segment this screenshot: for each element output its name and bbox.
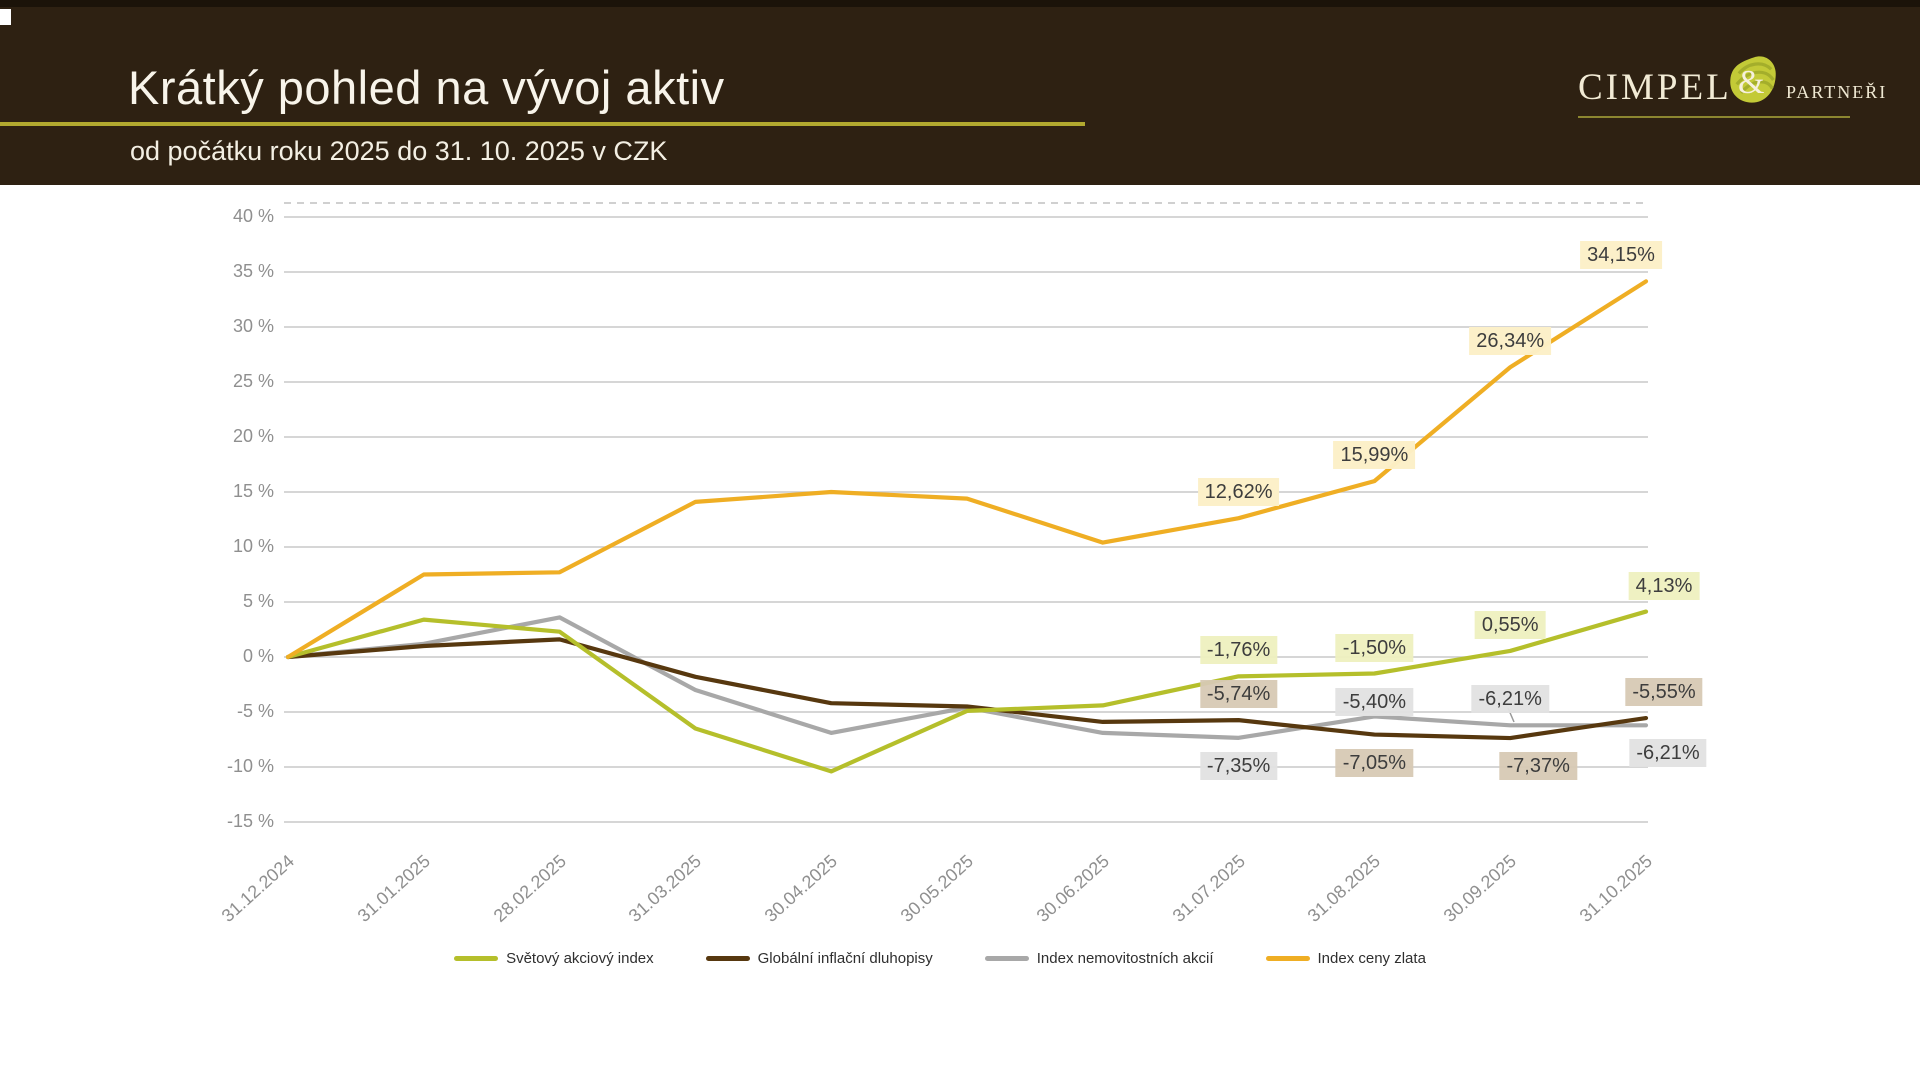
y-axis-tick-label: -15 % — [226, 811, 274, 831]
legend-item-1: Globální inflační dluhopisy — [705, 950, 933, 967]
y-axis-tick-label: 0 % — [242, 646, 274, 666]
data-label: 0,55% — [1474, 610, 1546, 639]
y-axis-tick-label: -10 % — [226, 756, 274, 776]
data-label: -7,37% — [1499, 752, 1577, 781]
y-axis-tick-label: 10 % — [232, 536, 274, 556]
data-label: -7,05% — [1335, 748, 1414, 777]
data-label: 12,62% — [1197, 478, 1280, 507]
logo-text-cimpel: CIMPEL — [1578, 67, 1732, 108]
series-line-0 — [285, 609, 1649, 774]
y-axis-tick-label: 30 % — [232, 316, 274, 336]
y-axis-tick-label: -5 % — [236, 701, 274, 721]
data-label: -1,76% — [1199, 636, 1278, 665]
header-top-edge — [0, 0, 1920, 7]
legend-item-2: Index nemovitostních akcií — [984, 950, 1214, 967]
y-axis-tick-label: 20 % — [232, 426, 274, 446]
logo-text-ampersand: & — [1738, 64, 1765, 101]
logo-leaf-scribble-icon — [1730, 56, 1776, 103]
legend-label: Globální inflační dluhopisy — [757, 950, 933, 967]
y-axis-tick-label: 25 % — [232, 371, 274, 391]
logo-ampersand-wrap: & — [1726, 52, 1782, 108]
y-axis-tick-label: 15 % — [232, 481, 274, 501]
page-subtitle: od počátku roku 2025 do 31. 10. 2025 v C… — [130, 136, 668, 166]
legend-label: Index nemovitostních akcií — [1036, 950, 1214, 967]
y-axis-tick-label: 5 % — [242, 591, 274, 611]
legend-line-swatch — [705, 956, 750, 961]
corner-mark — [0, 9, 11, 25]
data-label: 4,13% — [1628, 571, 1700, 600]
page-title: Krátký pohled na vývoj aktiv — [128, 61, 725, 114]
series-line-2 — [285, 615, 1649, 740]
legend-item-3: Index ceny zlata — [1265, 950, 1426, 967]
y-axis-tick-label: 40 % — [232, 206, 274, 226]
series-line-1 — [285, 637, 1649, 741]
logo-text-partneri: PARTNEŘI — [1786, 82, 1888, 102]
title-underline — [0, 122, 1085, 126]
legend-label: Světový akciový index — [506, 950, 654, 967]
logo-underline — [1578, 116, 1850, 118]
data-label: -5,40% — [1335, 688, 1414, 717]
legend-line-swatch — [984, 956, 1029, 961]
logo-row: CIMPEL & PARTNEŘI — [1578, 56, 1885, 114]
data-label: -6,21% — [1471, 685, 1549, 714]
legend-line-swatch — [454, 956, 499, 961]
legend-line-swatch — [1265, 956, 1310, 961]
data-label: -7,35% — [1199, 751, 1278, 780]
data-label: -1,50% — [1335, 633, 1414, 662]
company-logo: CIMPEL & PARTNEŘI — [1578, 56, 1885, 118]
data-label: -5,55% — [1625, 678, 1703, 707]
legend-item-0: Světový akciový index — [454, 950, 654, 967]
data-label: 26,34% — [1469, 327, 1552, 356]
data-label: 15,99% — [1333, 441, 1416, 470]
data-label: -5,74% — [1199, 680, 1278, 709]
legend-label: Index ceny zlata — [1317, 950, 1426, 967]
data-label: 34,15% — [1580, 241, 1662, 270]
series-line-3 — [285, 279, 1649, 660]
y-axis-tick-label: 35 % — [232, 261, 274, 281]
data-label: -6,21% — [1629, 739, 1707, 768]
chart-legend: Světový akciový index Globální inflační d… — [0, 950, 1880, 967]
header: Krátký pohled na vývoj aktiv od počátku … — [0, 0, 1920, 185]
